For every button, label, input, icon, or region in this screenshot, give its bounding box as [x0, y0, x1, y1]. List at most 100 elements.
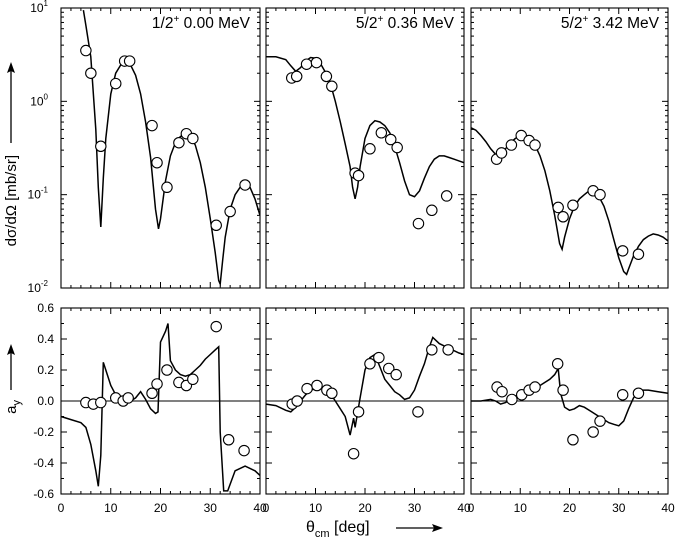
x-tick-label: 30	[204, 501, 218, 515]
analyzing-power-data-point	[426, 344, 438, 356]
panel-title-1-energy: 0.00 MeV	[184, 15, 251, 32]
analyzing-power-data-point	[238, 444, 250, 457]
x-tick-label: 10	[309, 501, 323, 515]
x-tick-label: 40	[661, 501, 675, 515]
bottom-y-tick-label: 0.2	[37, 363, 54, 377]
tick-labels: 0 10 20 30 400 10 20 30 400 10 20 30 4010-210-110010…	[28, 0, 675, 515]
x-tick-label: 30	[612, 501, 626, 515]
cross-section-data-point	[326, 80, 338, 93]
x-tick-label: 0	[263, 501, 270, 515]
cross-section-data-point	[495, 147, 508, 159]
bottom-y-tick-label: 0.6	[37, 301, 54, 315]
analyzing-power-data-point	[326, 387, 338, 399]
cross-section-data-point	[239, 179, 251, 191]
x-axis-label-unit: [deg]	[334, 519, 370, 536]
analyzing-power-data-point	[122, 392, 134, 404]
x-tick-label: 20	[563, 501, 577, 515]
cross-section-theory-curve-2	[266, 56, 464, 200]
analyzing-power-data-point	[506, 393, 518, 406]
bottom-y-tick-label: -0.2	[33, 425, 54, 439]
x-tick-label: 40	[457, 501, 471, 515]
bottom-y-tick-label: -0.4	[33, 456, 54, 470]
cross-section-data-point	[632, 248, 645, 260]
analyzing-power-data-point	[616, 389, 629, 401]
panel-title-1-jp: 1/2	[152, 15, 174, 32]
cross-section-theory-curve-1	[82, 9, 260, 288]
analyzing-power-theory-curve-1	[60, 323, 261, 492]
panel-title-3-energy: 3.42 MeV	[593, 15, 660, 32]
panel-title-2-jp: 5/2	[356, 15, 378, 32]
x-axis-label-text: θcm [deg]	[306, 519, 370, 540]
analyzing-power-data-point	[311, 379, 323, 392]
analyzing-power-data-point	[529, 381, 541, 393]
bottom-y-axis-label: ay	[3, 344, 23, 414]
cross-section-data-point	[161, 181, 173, 194]
analyzing-power-data-point	[412, 406, 424, 418]
cross-section-data-point	[80, 44, 92, 57]
analyzing-power-data-point	[632, 387, 645, 399]
cross-section-data-point	[210, 219, 222, 232]
cross-section-data-point	[529, 139, 541, 151]
cross-section-data-point	[187, 132, 199, 145]
cross-section-data-point	[146, 119, 158, 132]
x-axis-label-main: θ	[306, 519, 315, 536]
cross-section-data-point	[224, 205, 236, 218]
analyzing-power-data-point	[151, 378, 163, 390]
cross-section-data-point	[109, 77, 122, 90]
bottom-y-tick-label: 0.4	[37, 332, 54, 346]
cross-section-data-point	[173, 136, 185, 149]
x-tick-label: 10	[514, 501, 528, 515]
x-axis-arrow-head	[432, 524, 443, 532]
bottom-y-axis-label-sub: y	[11, 400, 23, 406]
cross-section-data-point	[426, 204, 438, 217]
cross-section-data-point	[320, 70, 333, 83]
cross-section-data-point	[391, 141, 403, 154]
bottom-y-tick-label: -0.6	[33, 487, 54, 501]
analyzing-power-data-point	[291, 395, 303, 407]
cross-section-data-point	[300, 58, 313, 70]
analyzing-power-data-point	[373, 351, 385, 364]
top-y-axis-label-text: dσ/dΩ [mb/sr]	[3, 155, 20, 246]
cross-section-data-point	[95, 140, 107, 153]
cross-section-data-point	[123, 55, 136, 67]
top-y-axis-arrow-head	[7, 62, 15, 73]
x-tick-label: 20	[358, 501, 372, 515]
analyzing-power-data-point	[587, 426, 599, 438]
cross-section-data-point	[567, 199, 579, 212]
top-y-tick-label: 100	[30, 92, 48, 108]
cross-section-data-point	[384, 133, 397, 146]
top-y-tick-label: 101	[30, 0, 48, 15]
panel-title-2-energy: 0.36 MeV	[388, 15, 455, 32]
analyzing-power-data-point	[383, 362, 395, 375]
panel-title-3-parity: +	[582, 14, 588, 25]
analyzing-power-data-point	[594, 415, 606, 427]
analyzing-power-data-point	[496, 385, 508, 398]
analyzing-power-data-point	[187, 373, 199, 386]
bottom-y-axis-label-main: a	[3, 405, 20, 414]
cross-section-data-point	[375, 127, 388, 139]
cross-section-data-point	[594, 188, 606, 201]
analyzing-power-data-point	[390, 368, 402, 381]
bottom-y-axis-arrow-head	[7, 344, 15, 355]
analyzing-power-data-point	[210, 320, 222, 333]
top-y-axis-label: dσ/dΩ [mb/sr]	[3, 62, 20, 246]
analyzing-power-data-point	[557, 384, 569, 396]
analyzing-power-data-point	[146, 387, 158, 399]
x-axis-label-sub: cm	[315, 528, 330, 540]
top-y-tick-label: 10-2	[28, 279, 49, 295]
cross-section-data-point	[290, 70, 303, 83]
x-tick-label: 10	[104, 501, 118, 515]
x-tick-label: 0	[58, 501, 65, 515]
cross-section-data-point	[151, 156, 163, 169]
cross-section-data-point	[352, 169, 365, 182]
cross-section-data-point	[412, 217, 425, 230]
x-tick-label: 20	[154, 501, 168, 515]
cross-section-data-point	[557, 210, 569, 223]
theory-curves	[60, 9, 669, 492]
analyzing-power-data-point	[442, 344, 454, 356]
cross-section-data-point	[310, 56, 323, 69]
cross-section-data-point	[364, 143, 376, 155]
panel-title-3: 5/2+ 3.42 MeV	[561, 14, 660, 32]
panel-frames	[60, 7, 669, 495]
